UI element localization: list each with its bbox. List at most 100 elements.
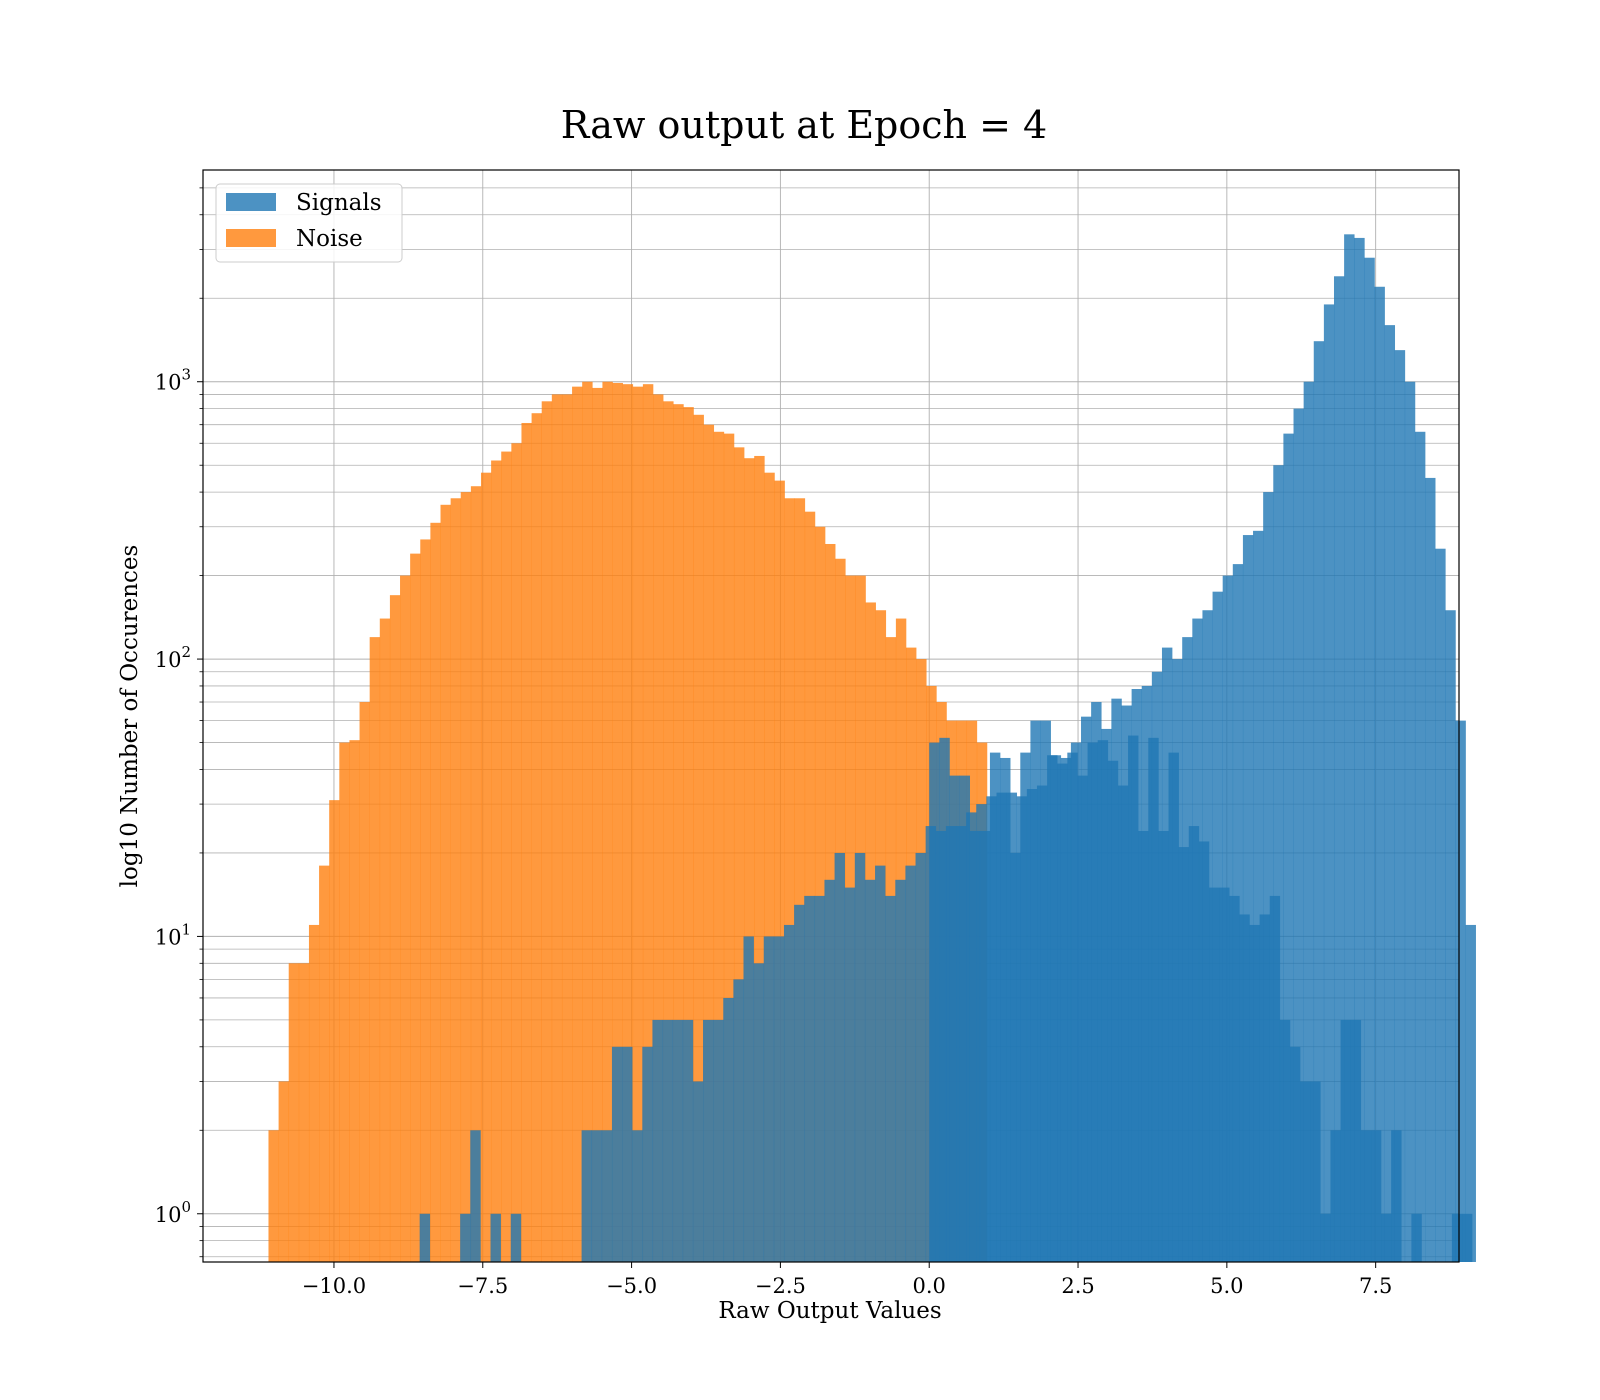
signal-bar (1435, 548, 1446, 1262)
signal-bar (763, 936, 775, 1262)
signal-bar (601, 1130, 613, 1262)
noise-bar (693, 414, 704, 1263)
x-tick-label: 7.5 (1359, 1274, 1392, 1298)
signal-bar (672, 1019, 684, 1262)
signal-bar (1333, 276, 1345, 1263)
chart-title: Raw output at Epoch = 4 (561, 103, 1047, 147)
noise-bar (551, 394, 563, 1262)
signal-bar (929, 742, 940, 1262)
noise-bar (612, 382, 623, 1262)
noise-bar (460, 492, 472, 1262)
noise-bar (602, 381, 613, 1262)
signal-bar (591, 1130, 603, 1262)
noise-bar (379, 618, 391, 1262)
noise-bar (632, 386, 644, 1262)
signal-bar (1121, 705, 1132, 1262)
noise-bar (410, 553, 421, 1262)
noise-bar (723, 433, 735, 1262)
signal-bar (875, 865, 886, 1262)
noise-bar (744, 458, 755, 1262)
signal-bar (1030, 720, 1041, 1262)
signal-bar (885, 895, 896, 1262)
signal-bar (1040, 720, 1051, 1262)
y-tick-label: 101 (155, 920, 191, 949)
signal-bar (1151, 671, 1163, 1262)
noise-bar (814, 526, 826, 1262)
signal-bar (1101, 728, 1112, 1262)
x-tick-label: 0.0 (913, 1274, 946, 1298)
signal-bar (470, 1130, 481, 1262)
signal-bar (1414, 431, 1426, 1262)
noise-bar (653, 394, 664, 1262)
signal-bar (632, 1130, 643, 1262)
signal-bar (723, 997, 734, 1262)
noise-bar (308, 924, 320, 1262)
noise-bar (319, 865, 330, 1262)
signal-bar (652, 1019, 663, 1262)
signal-bar (642, 1046, 653, 1262)
noise-bar (440, 504, 451, 1263)
y-tick-label: 103 (155, 366, 191, 395)
signal-bar (844, 887, 856, 1262)
signal-bar (713, 1019, 724, 1262)
noise-bar (470, 486, 482, 1263)
signal-bar (622, 1046, 633, 1262)
noise-bar (268, 1130, 279, 1262)
signal-bar (1070, 742, 1082, 1262)
signal-bar (864, 879, 876, 1262)
noise-bar (430, 522, 441, 1262)
signal-bar (692, 1081, 704, 1262)
noise-bar (541, 401, 553, 1262)
y-axis-ticks: 100 101 102 103 (155, 187, 203, 1258)
noise-bar (703, 424, 715, 1262)
signal-bar (1131, 689, 1143, 1262)
signal-bar (1404, 381, 1416, 1262)
signal-bar (804, 895, 815, 1262)
signal-bar (1374, 286, 1385, 1262)
signal-bar (1273, 465, 1284, 1262)
noise-bar (450, 498, 462, 1263)
noise-bar (572, 386, 583, 1262)
noise-bar (298, 963, 310, 1262)
noise-bar (764, 472, 775, 1262)
noise-bar (531, 413, 543, 1262)
noise-bar (754, 455, 765, 1263)
signal-bar (905, 865, 916, 1262)
signal-bar (1202, 610, 1213, 1262)
signal-bar (1222, 575, 1234, 1262)
signal-bar (703, 1019, 714, 1262)
signal-bar (1141, 685, 1153, 1262)
signal-bar (1323, 304, 1335, 1262)
signal-bars (419, 234, 1476, 1263)
noise-bar (784, 498, 795, 1263)
signal-bar (1182, 637, 1193, 1262)
noise-bar (521, 422, 532, 1262)
signal-bar (949, 775, 960, 1262)
legend-swatch-noise (226, 229, 276, 247)
signal-bar (1232, 564, 1244, 1262)
signal-bar (1384, 325, 1396, 1262)
signal-bar (1354, 237, 1365, 1262)
signal-bar (1344, 234, 1355, 1263)
signal-bar (1212, 591, 1223, 1262)
signal-bar (783, 924, 795, 1262)
noise-bar (592, 387, 603, 1262)
signal-bar (1465, 924, 1476, 1262)
signal-bar (939, 737, 950, 1262)
noise-bar (400, 575, 411, 1262)
signal-bar (1283, 433, 1294, 1262)
signal-bar (794, 904, 805, 1262)
signal-bar (854, 852, 866, 1262)
signal-bar (1364, 257, 1375, 1263)
signal-bar (989, 752, 1001, 1262)
signal-bar (682, 1019, 694, 1262)
noise-bar (349, 740, 360, 1262)
signal-bar (1394, 350, 1406, 1262)
signal-bar (419, 1213, 431, 1262)
x-tick-label: −2.5 (755, 1274, 806, 1298)
noise-bar (673, 404, 684, 1262)
signal-bar (1192, 618, 1203, 1262)
x-tick-label: 2.5 (1061, 1274, 1094, 1298)
noise-bar (663, 401, 674, 1262)
